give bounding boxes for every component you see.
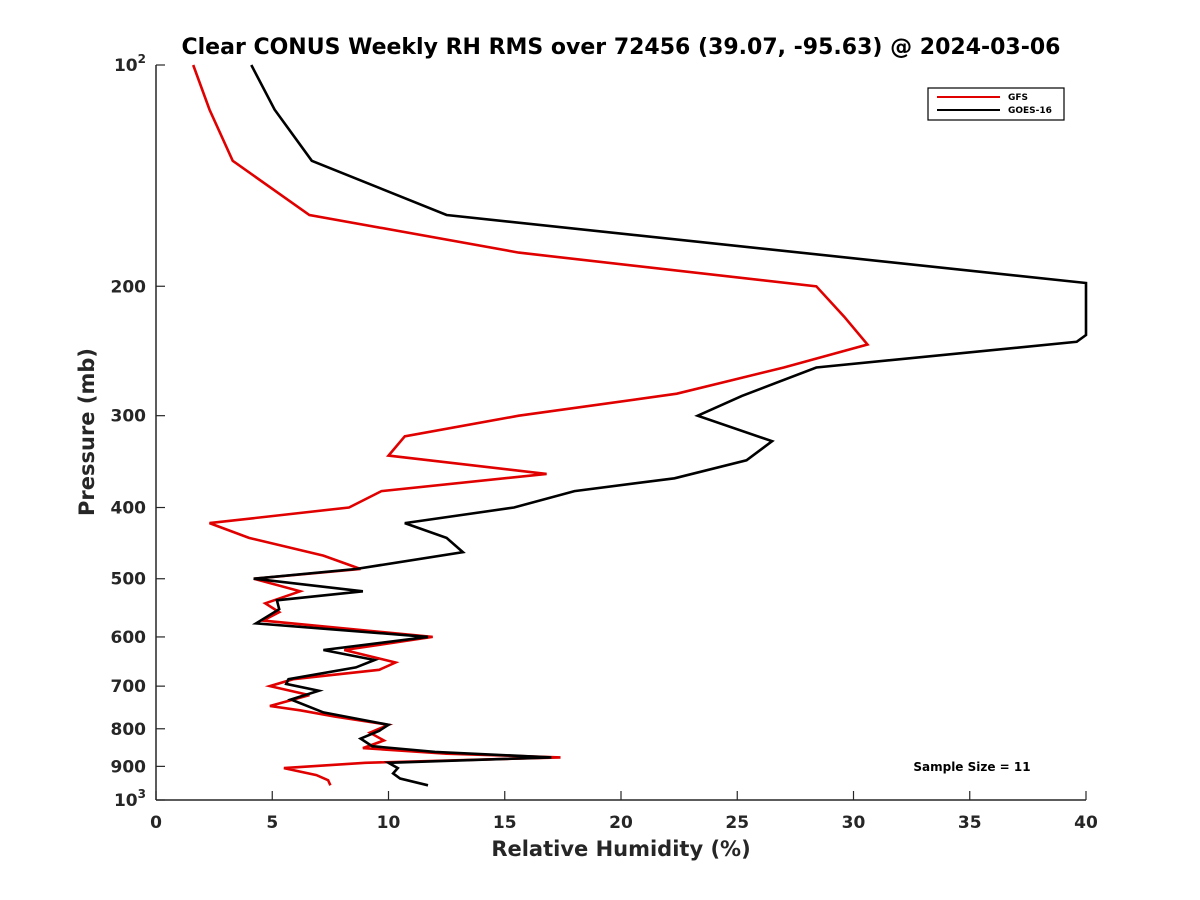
- series-line-goes-16: [250, 64, 1088, 787]
- chart-title: Clear CONUS Weekly RH RMS over 72456 (39…: [182, 35, 1061, 60]
- x-tick-label: 5: [266, 813, 278, 833]
- legend-goes16-label: GOES-16: [1008, 106, 1052, 116]
- x-tick-label: 35: [958, 813, 982, 833]
- y-tick-label: 200: [111, 277, 147, 297]
- y-tick-label: 900: [111, 757, 147, 777]
- x-tick-label: 20: [609, 813, 633, 833]
- legend: GFS GOES-16: [927, 87, 1065, 121]
- y-axis-label: Pressure (mb): [75, 348, 99, 516]
- x-axis-label: Relative Humidity (%): [491, 837, 750, 861]
- plot-area: [156, 65, 1086, 800]
- series-layer: [191, 64, 1088, 787]
- x-tick-label: 0: [150, 813, 162, 833]
- y-tick-label: 400: [111, 499, 147, 519]
- y-tick-label: 600: [111, 628, 147, 648]
- y-tick-label: 500: [111, 570, 147, 590]
- x-tick-label: 10: [377, 813, 401, 833]
- sample-size-annotation: Sample Size = 11: [913, 760, 1030, 774]
- x-ticks: 0 5 10 15 20 25 30 35 40: [150, 791, 1098, 833]
- series-line-gfs: [191, 64, 870, 786]
- x-tick-label: 40: [1074, 813, 1098, 833]
- y-tick-label: 102: [114, 52, 146, 76]
- legend-gfs-label: GFS: [1008, 93, 1028, 103]
- x-tick-label: 30: [842, 813, 866, 833]
- y-tick-label: 700: [111, 677, 147, 697]
- y-tick-label: 103: [114, 787, 146, 811]
- y-ticks: 102 200 300 400 500 600 700 800 900 103: [111, 52, 165, 811]
- y-tick-label: 800: [111, 720, 147, 740]
- x-tick-label: 25: [725, 813, 749, 833]
- x-tick-label: 15: [493, 813, 517, 833]
- legend-box: [927, 87, 1065, 121]
- y-tick-label: 300: [111, 407, 147, 427]
